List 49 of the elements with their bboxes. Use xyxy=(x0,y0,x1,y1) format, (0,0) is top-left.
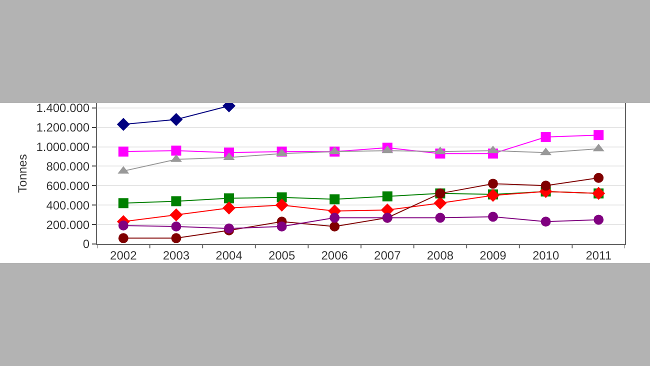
point xyxy=(222,202,236,215)
y-tick-label: 1.400.000 xyxy=(36,101,90,116)
point xyxy=(594,214,604,225)
x-tick-label: 2003 xyxy=(162,248,190,262)
y-tick-label: 400.000 xyxy=(46,198,90,212)
point xyxy=(118,198,128,208)
point xyxy=(170,113,183,126)
point xyxy=(434,196,447,210)
point xyxy=(382,191,392,202)
x-tick-label: 2010 xyxy=(532,248,560,262)
x-tick-label: 2008 xyxy=(426,248,454,262)
point xyxy=(224,193,234,204)
point xyxy=(171,146,182,156)
point xyxy=(330,212,340,223)
y-tick-label: 1.000.000 xyxy=(36,140,90,154)
point xyxy=(171,196,182,206)
x-tick-label: 2009 xyxy=(480,248,507,262)
y-tick-label: 200.000 xyxy=(46,218,90,232)
point xyxy=(275,198,288,212)
x-tick-label: 2005 xyxy=(268,248,296,262)
x-tick-label: 2002 xyxy=(110,248,138,262)
x-tick-label: 2006 xyxy=(321,248,348,262)
point xyxy=(170,208,183,222)
y-tick-label: 800.000 xyxy=(46,159,90,174)
x-tick-label: 2011 xyxy=(586,248,612,262)
point xyxy=(540,180,551,191)
point xyxy=(118,146,128,157)
point xyxy=(276,222,287,232)
point xyxy=(594,172,604,183)
point xyxy=(118,233,128,244)
point xyxy=(540,216,551,227)
point xyxy=(435,212,446,223)
x-tick-label: 2004 xyxy=(216,248,243,262)
point xyxy=(171,222,182,232)
point xyxy=(488,212,498,222)
y-tick-label: 1.200.000 xyxy=(36,120,90,135)
y-axis-title: Tonnes xyxy=(16,154,30,193)
point xyxy=(594,130,604,140)
point xyxy=(488,178,498,189)
point xyxy=(330,194,340,204)
point xyxy=(330,222,340,232)
y-tick-label: 0 xyxy=(82,237,90,252)
y-tick-label: 600.000 xyxy=(46,178,90,193)
point xyxy=(486,188,500,202)
point xyxy=(118,220,128,231)
point xyxy=(116,118,130,131)
point xyxy=(171,233,182,244)
point xyxy=(540,132,551,142)
x-tick-label: 2007 xyxy=(374,248,402,262)
